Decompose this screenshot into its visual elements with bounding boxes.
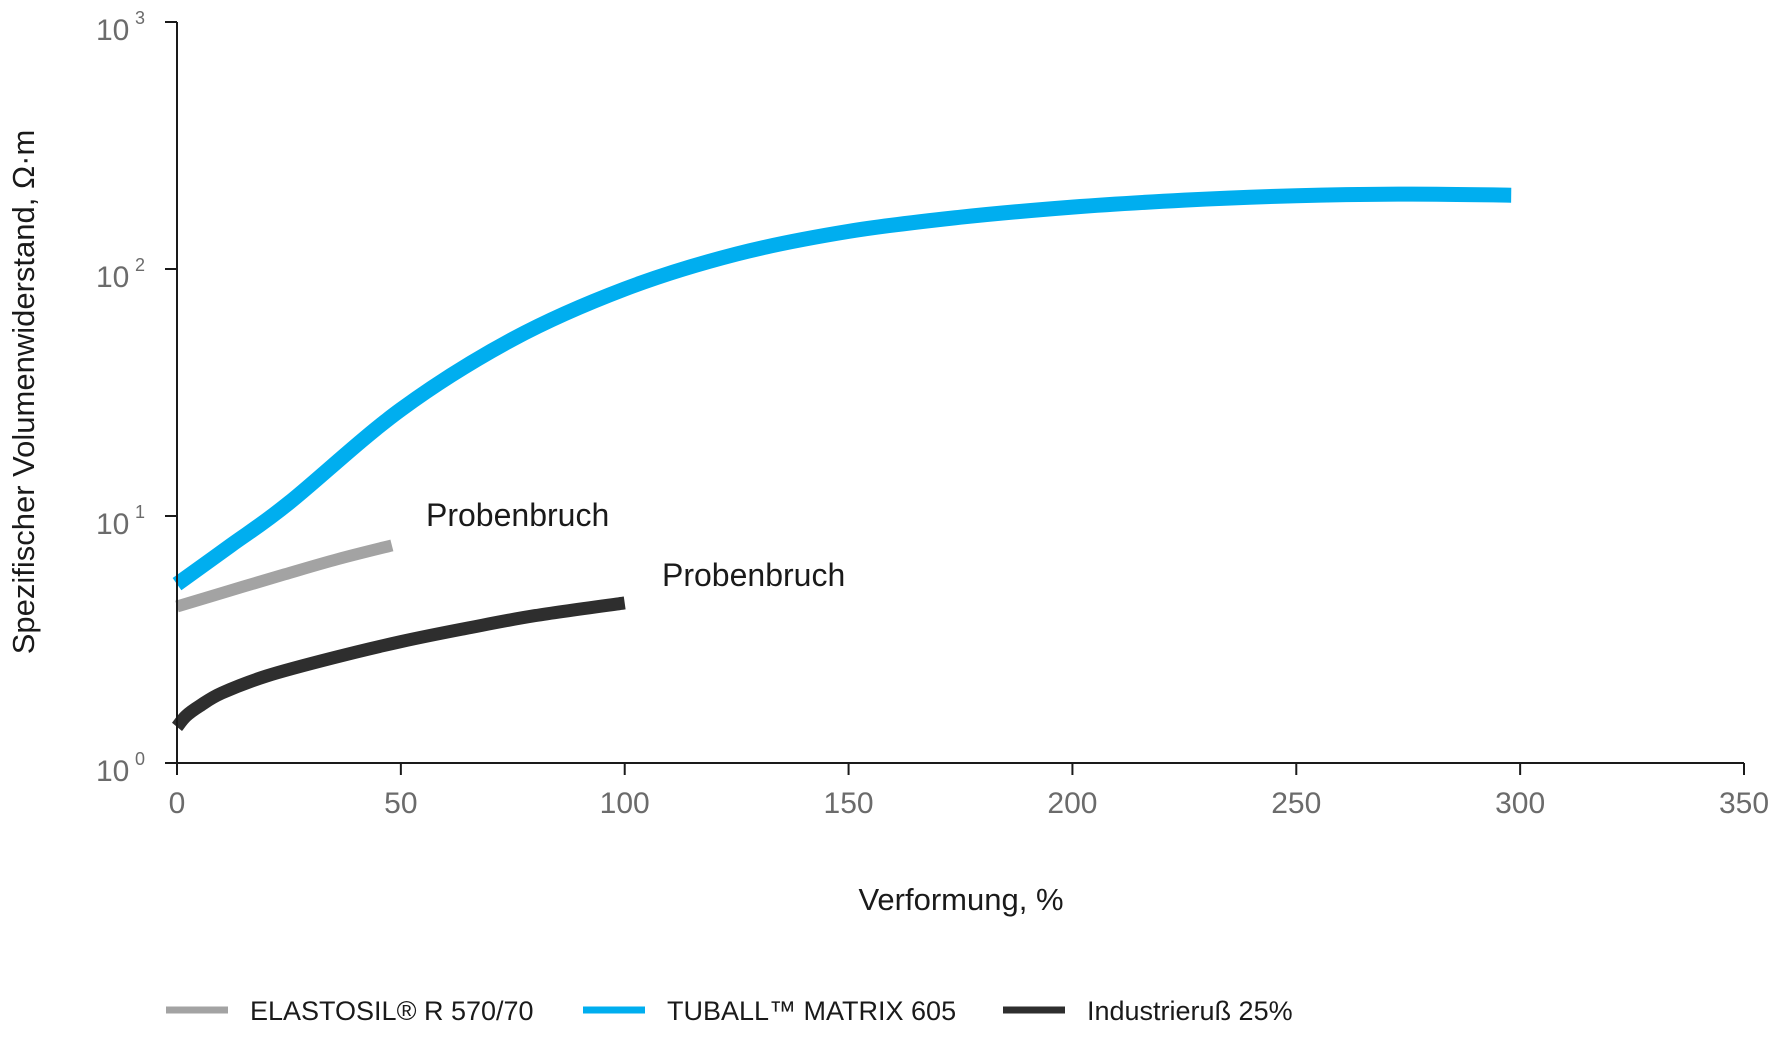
- y-tick-label: 10: [96, 755, 129, 788]
- x-tick-label: 250: [1271, 787, 1321, 820]
- y-axis-label: Spezifischer Volumenwiderstand, Ω·m: [6, 130, 41, 655]
- y-tick-exponent: 0: [135, 749, 145, 769]
- y-tick-exponent: 2: [135, 255, 145, 275]
- axes-layer: [176, 22, 1744, 764]
- legend-label: Industrieruß 25%: [1087, 996, 1293, 1026]
- x-tick-label: 150: [824, 787, 874, 820]
- x-tick-label: 350: [1719, 787, 1769, 820]
- annotation-probenbruch-elastosil: Probenbruch: [426, 497, 609, 533]
- x-tick-label: 50: [384, 787, 417, 820]
- y-tick-exponent: 1: [135, 502, 145, 522]
- x-tick-label: 100: [600, 787, 650, 820]
- series-line-tuball: [172, 186, 1512, 591]
- y-tick-label: 10: [96, 508, 129, 541]
- legend-label: TUBALL™ MATRIX 605: [667, 996, 956, 1026]
- series-line-industrieruss: [171, 596, 626, 732]
- x-tick-label: 0: [169, 787, 186, 820]
- legend-label: ELASTOSIL® R 570/70: [250, 996, 534, 1026]
- y-tick-exponent: 3: [135, 8, 145, 28]
- y-tick-label: 10: [96, 261, 129, 294]
- x-axis-label: Verformung, %: [858, 882, 1063, 917]
- labels-layer: Verformung, % Spezifischer Volumenwiders…: [6, 130, 1064, 917]
- y-tick-label: 10: [96, 14, 129, 47]
- x-tick-label: 200: [1047, 787, 1097, 820]
- legend: ELASTOSIL® R 570/70 TUBALL™ MATRIX 605 Ind…: [166, 996, 1293, 1026]
- annotation-probenbruch-industrieruss: Probenbruch: [662, 557, 845, 593]
- series-layer: [171, 186, 1512, 732]
- series-line-elastosil: [175, 539, 394, 613]
- x-tick-label: 300: [1495, 787, 1545, 820]
